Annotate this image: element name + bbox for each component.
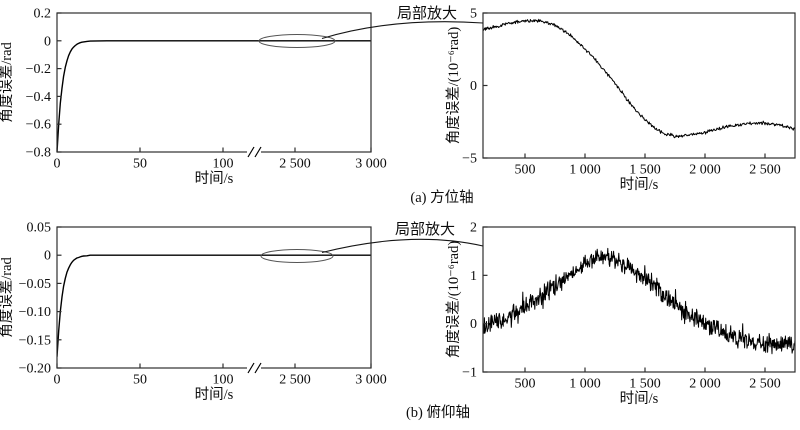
y-tick-label: −1	[462, 366, 477, 381]
y-tick-label: 2	[470, 221, 477, 236]
x-tick-label: 1 000	[569, 163, 601, 178]
y-tick-label: −0.15	[19, 333, 51, 348]
azimuth-error-chart: 0 50 100 2 500 3 000 0.2 0 −0.2 −0.4 −0.6 −0.8 时间/s…	[0, 7, 387, 188]
data-curve	[56, 40, 371, 153]
y-tick-label: 1	[470, 269, 477, 284]
x-tick-label: 3 000	[355, 373, 387, 388]
y-axis-label: 角度误差/(10⁻⁶rad)	[445, 241, 462, 359]
azimuth-error-zoom-chart: 500 1 000 1 500 2 000 2 500 5 0 −5 时间/s 角度误差/(10⁻…	[445, 7, 796, 193]
y-tick-label: 0	[44, 34, 51, 49]
y-tick-label: −0.05	[19, 277, 51, 292]
y-tick-label: −0.8	[26, 146, 51, 161]
zoom-callout-label-a: 局部放大	[397, 5, 457, 22]
x-tick-label: 1 500	[629, 377, 661, 392]
y-tick-label: −0.20	[19, 362, 51, 377]
x-axis-label: 时间/s	[195, 170, 234, 187]
y-axis-label: 角度误差/(10⁻⁶rad)	[445, 27, 462, 145]
y-axis-label: 角度误差/rad	[0, 41, 15, 122]
plot-frame	[482, 12, 796, 159]
x-tick-label: 2 000	[689, 377, 721, 392]
data-curve	[56, 254, 371, 357]
x-tick-label: 0	[54, 373, 61, 388]
axis-break-icon	[254, 146, 262, 158]
y-tick-label: 5	[470, 7, 477, 22]
callout-connector-line	[321, 21, 484, 40]
axis-break-mask	[247, 366, 261, 370]
x-tick-label: 2 500	[279, 373, 311, 388]
callout-connector-line	[321, 238, 484, 254]
x-tick-label: 0	[54, 157, 61, 172]
x-axis-label: 时间/s	[195, 386, 234, 403]
x-tick-label: 2 500	[279, 157, 311, 172]
x-tick-label: 500	[515, 377, 536, 392]
zoom-annotations	[258, 21, 484, 263]
axis-break-icon	[247, 362, 255, 374]
pitch-error-chart: 0 50 100 2 500 3 000 0.05 0 −0.05 −0.10 −0.15 −0.2…	[0, 221, 387, 404]
zoom-callout-label-b: 局部放大	[395, 221, 455, 238]
x-axis-label: 时间/s	[620, 390, 659, 407]
y-tick-label: 0	[470, 79, 477, 94]
plot-frame	[56, 12, 372, 153]
pitch-error-zoom-chart: 500 1 000 1 500 2 000 2 500 2 1 0 −1 时间/s 角度误差/(10…	[445, 221, 796, 407]
y-tick-label: −5	[462, 152, 477, 167]
y-tick-label: 0	[470, 317, 477, 332]
plot-frame	[56, 226, 372, 369]
x-tick-label: 1 500	[629, 163, 661, 178]
y-tick-label: 0	[44, 249, 51, 264]
axis-break-icon	[254, 362, 262, 374]
y-tick-label: −0.6	[26, 118, 51, 133]
zoom-region-ellipse	[258, 34, 336, 48]
x-tick-label: 50	[133, 373, 147, 388]
y-tick-label: 0.2	[34, 7, 52, 22]
data-curve	[482, 18, 796, 139]
panel-caption-b: (b) 俯仰轴	[406, 404, 470, 421]
y-tick-label: −0.4	[26, 90, 51, 105]
x-tick-label: 2 000	[689, 163, 721, 178]
y-axis-label: 角度误差/rad	[0, 256, 15, 337]
y-tick-label: −0.2	[26, 62, 51, 77]
x-tick-label: 3 000	[355, 157, 387, 172]
x-tick-label: 2 500	[749, 163, 781, 178]
zoom-region-ellipse	[260, 249, 334, 263]
x-tick-label: 100	[213, 373, 234, 388]
x-tick-label: 500	[515, 163, 536, 178]
x-tick-label: 50	[133, 157, 147, 172]
x-tick-label: 2 500	[749, 377, 781, 392]
axis-break-icon	[247, 146, 255, 158]
x-axis-label: 时间/s	[620, 176, 659, 193]
x-tick-label: 100	[213, 157, 234, 172]
y-tick-label: 0.05	[27, 221, 52, 236]
panel-caption-a: (a) 方位轴	[410, 189, 473, 206]
plot-frame	[482, 226, 796, 373]
x-tick-label: 1 000	[569, 377, 601, 392]
data-curve	[482, 247, 796, 355]
axis-break-mask	[247, 150, 261, 154]
y-tick-label: −0.10	[19, 305, 51, 320]
